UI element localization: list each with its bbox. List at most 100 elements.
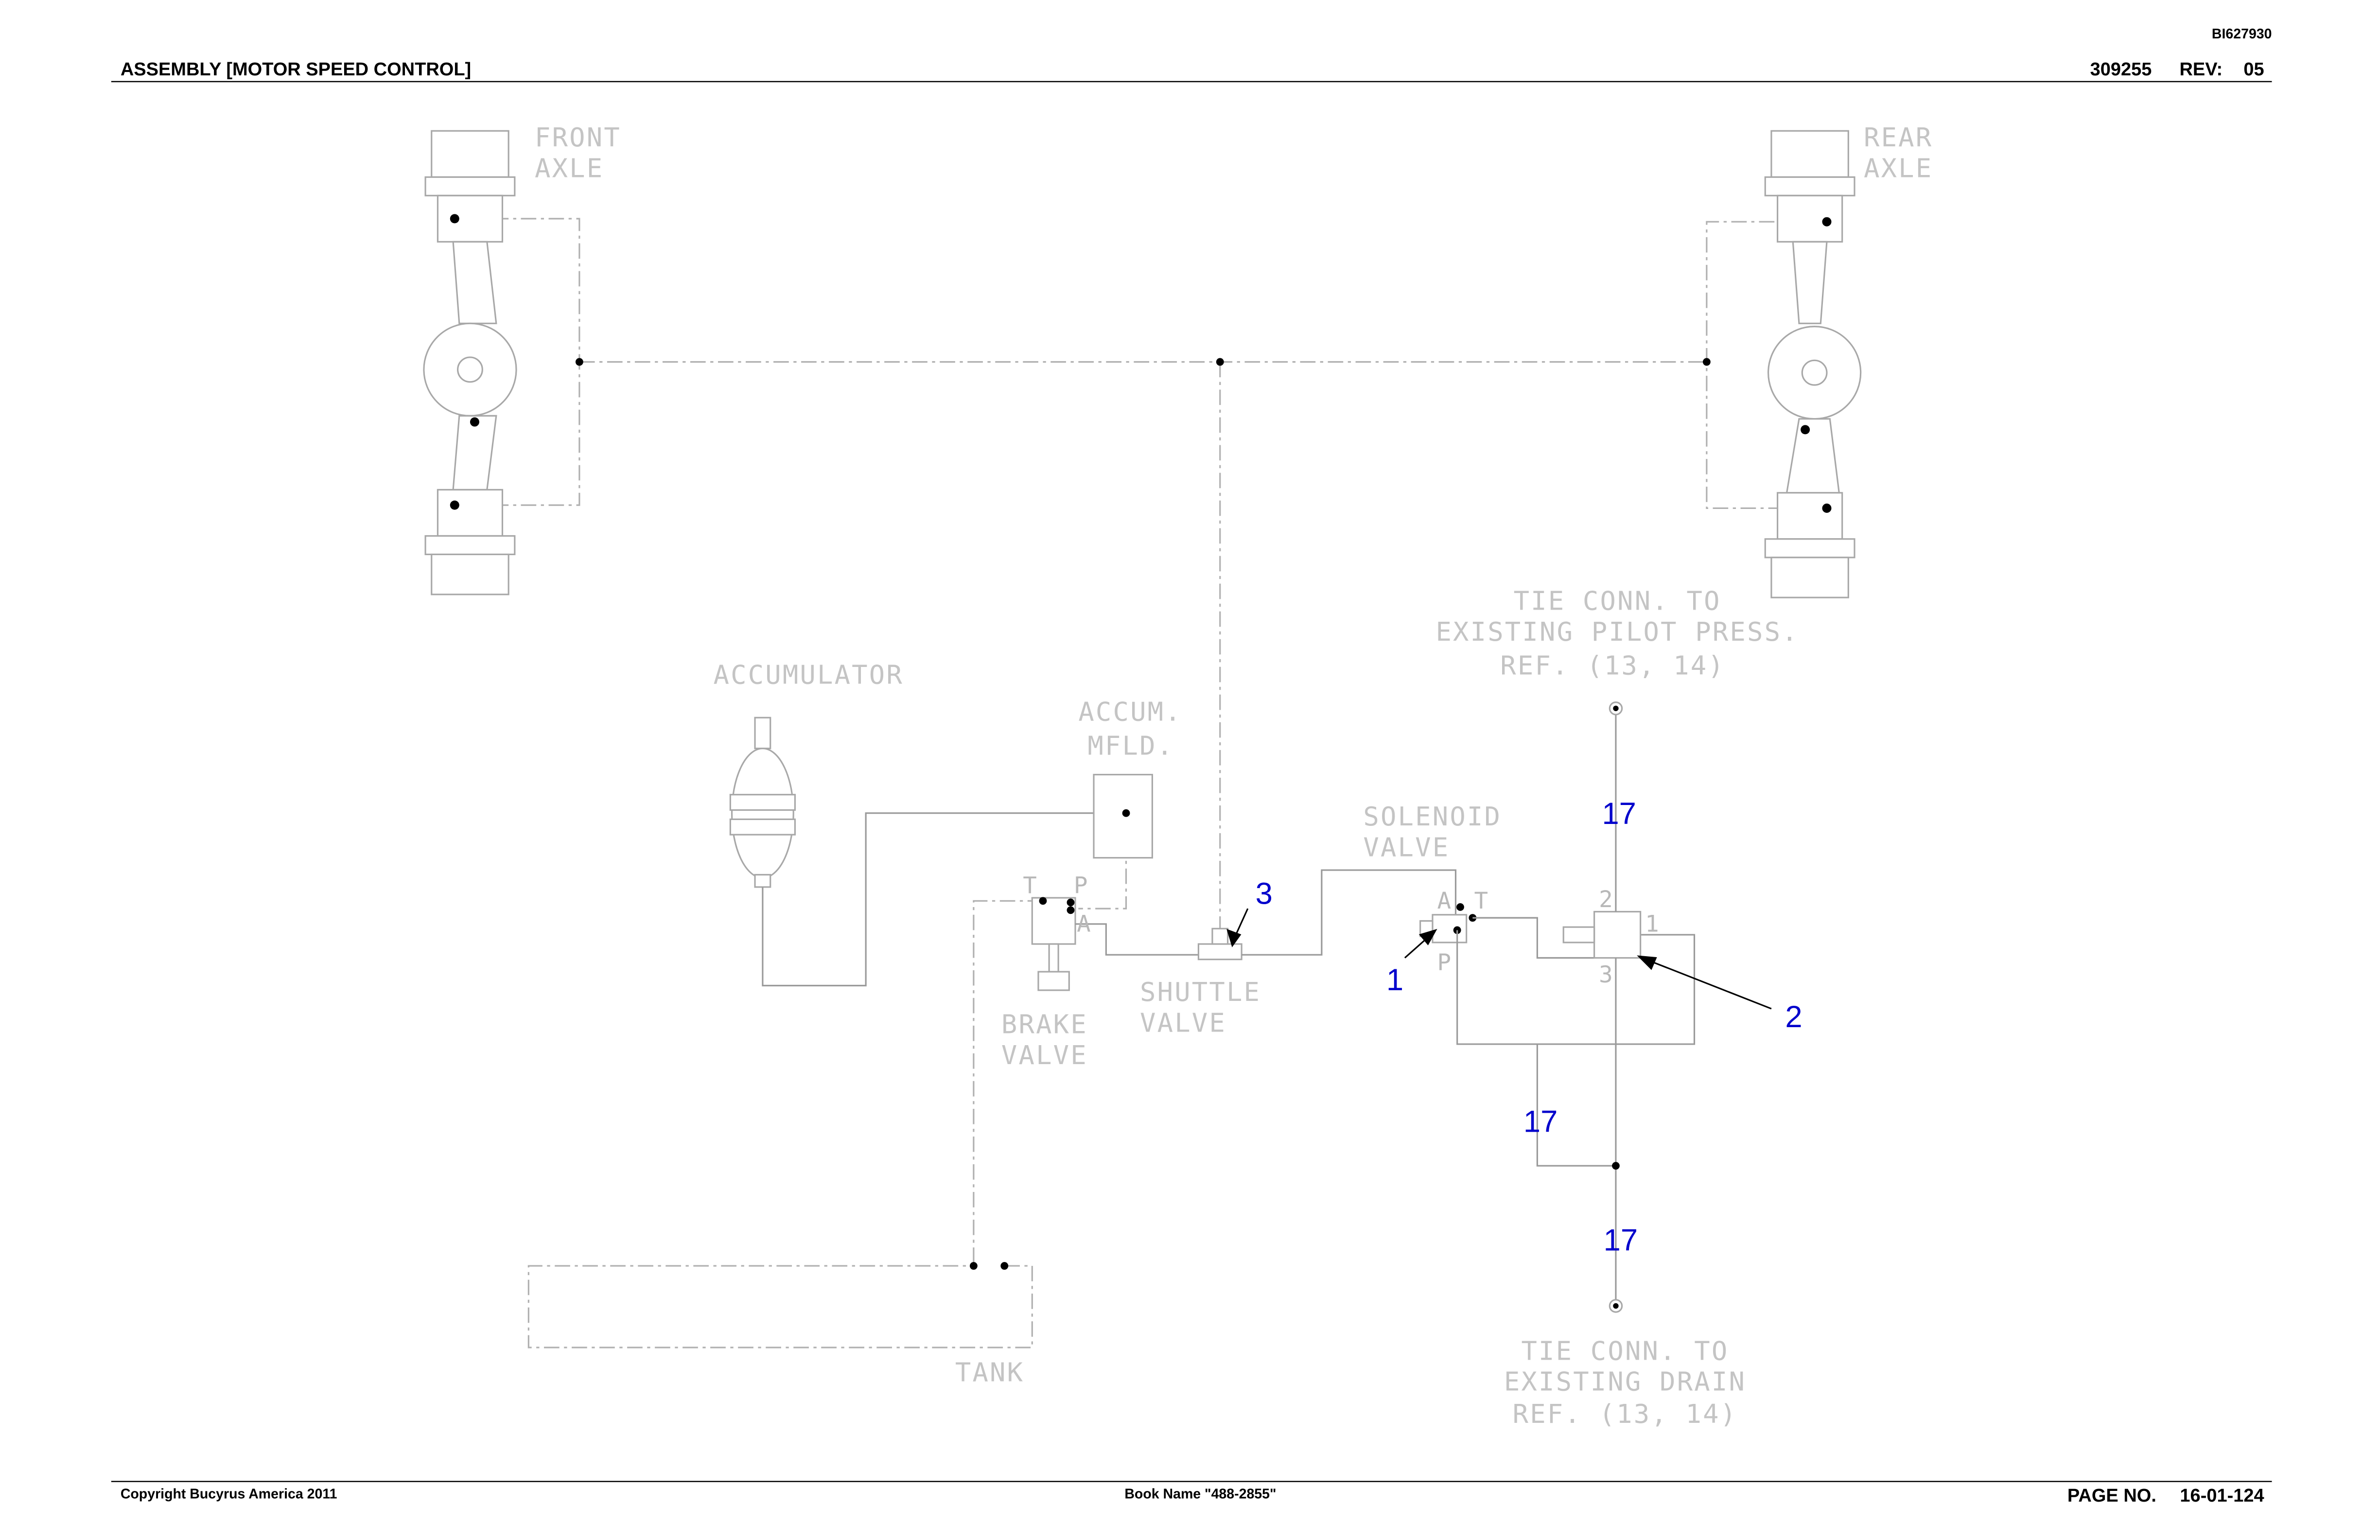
drawing-shape xyxy=(1613,1303,1619,1309)
accumulator xyxy=(729,717,1094,987)
drawing-shape xyxy=(1197,943,1242,961)
book-name: Book Name "488-2855" xyxy=(1124,1486,1276,1502)
brake-valve xyxy=(1031,897,1199,991)
drawing-shape xyxy=(1039,897,1047,905)
accum-manifold xyxy=(1093,773,1153,859)
callout: 17 xyxy=(1602,797,1636,831)
drawing-shape xyxy=(1593,910,1642,959)
callout: 17 xyxy=(1604,1223,1638,1257)
callouts: 17 3 1 2 17 17 xyxy=(1256,797,1802,1258)
drawing-shape xyxy=(731,748,794,879)
junction xyxy=(1702,358,1711,366)
drawing-shape xyxy=(1067,906,1075,914)
drawing-shape xyxy=(450,214,459,224)
junction xyxy=(575,358,583,366)
rev: 05 xyxy=(2243,59,2264,80)
drawing-shape xyxy=(1770,557,1849,598)
drawing-shape xyxy=(729,818,796,836)
drawing-shape xyxy=(1801,359,1828,386)
port-label: T xyxy=(1023,872,1037,899)
label-line: VALVE xyxy=(1140,1008,1226,1038)
rear-axle xyxy=(1764,130,1862,598)
label-line: TIE CONN. TO xyxy=(1514,586,1721,616)
port-label: P xyxy=(1437,949,1451,976)
drawing-shape xyxy=(1075,923,1199,956)
label-line: REF. (13, 14) xyxy=(1500,650,1725,681)
label-line: EXISTING DRAIN xyxy=(1504,1366,1746,1397)
drawing-shape xyxy=(424,535,516,556)
port-label: T xyxy=(1474,888,1488,914)
label-line: TIE CONN. TO xyxy=(1521,1335,1729,1366)
copyright: Copyright Bucyrus America 2011 xyxy=(121,1486,337,1502)
drawing-shape xyxy=(973,900,1043,1266)
drawing-shape xyxy=(457,356,483,383)
port-dot xyxy=(1122,809,1130,817)
port-label: 3 xyxy=(1599,962,1613,988)
drawing-shape xyxy=(1777,194,1843,243)
drawing-shape xyxy=(1536,1044,1616,1167)
drawing-shape xyxy=(1706,221,1802,509)
label-line: TANK xyxy=(955,1357,1024,1388)
label-line: MFLD. xyxy=(1087,730,1174,761)
callout: 3 xyxy=(1256,877,1273,911)
drawing-shape xyxy=(754,874,771,888)
drawing-shape xyxy=(1432,914,1468,944)
callout: 2 xyxy=(1785,1000,1802,1034)
drawing-shape xyxy=(1048,943,1059,973)
label-line: EXISTING PILOT PRESS. xyxy=(1435,616,1799,647)
drawing-shape xyxy=(1792,241,1828,324)
drawing-shape xyxy=(1822,503,1832,513)
drawing-shape xyxy=(452,241,497,324)
leaders xyxy=(1226,908,1772,1010)
page-label: PAGE NO. xyxy=(2067,1486,2156,1506)
drawing-shape xyxy=(452,415,497,491)
part-number: 309255 xyxy=(2090,59,2152,80)
label-line: SOLENOID xyxy=(1363,801,1502,832)
drawing-shape xyxy=(1418,928,1437,945)
drawing-shape xyxy=(470,417,479,427)
drawing-shape xyxy=(1777,492,1843,540)
drawing-shape xyxy=(527,1265,1033,1348)
solenoid-valve xyxy=(1419,903,1696,1045)
drawing-shape xyxy=(1037,971,1070,991)
front-axle xyxy=(423,130,517,595)
page-number: 16-01-124 xyxy=(2180,1486,2264,1506)
tank-port xyxy=(1000,1262,1009,1270)
drawing-shape xyxy=(450,500,459,510)
drawing-shape xyxy=(437,194,504,243)
drawing-shape xyxy=(1226,928,1242,947)
drawing-shape xyxy=(1562,926,1595,944)
callout: 17 xyxy=(1523,1104,1558,1138)
callout: 1 xyxy=(1386,963,1403,997)
label-line: FRONT xyxy=(535,122,621,153)
label-line: VALVE xyxy=(1001,1040,1088,1070)
junction xyxy=(1216,358,1224,366)
ports: T P A A T P 2 1 3 xyxy=(1023,872,1659,988)
doc-id: BI627930 xyxy=(2212,26,2272,42)
drawing-shape xyxy=(1801,425,1810,435)
drawing-shape xyxy=(1637,955,1657,970)
port-label: 2 xyxy=(1599,886,1613,913)
label-line: AXLE xyxy=(1864,153,1933,183)
shuttle-valve xyxy=(1197,869,1457,961)
label-line: VALVE xyxy=(1363,832,1450,862)
labels: FRONT AXLE REAR AXLE ACCUMULATOR ACCUM. … xyxy=(535,122,1933,1429)
drawing-shape xyxy=(1242,869,1457,956)
drawing-shape xyxy=(431,553,509,595)
drawing-shape xyxy=(1211,928,1229,945)
drawing-shape xyxy=(1612,1162,1620,1170)
directional-valve xyxy=(1536,701,1642,1313)
drawing-shape xyxy=(437,489,504,537)
tank-port xyxy=(969,1262,978,1270)
drawing-shape xyxy=(431,130,509,178)
drawing-shape xyxy=(1642,957,1772,1010)
drawing-shape xyxy=(1764,176,1855,196)
drawing-shape xyxy=(1456,930,1696,1045)
drawing-shape xyxy=(1764,538,1855,559)
label-line: ACCUMULATOR xyxy=(714,660,904,690)
drawing-shape xyxy=(1785,418,1840,494)
label-line: AXLE xyxy=(535,153,604,183)
drawing-shape xyxy=(1770,130,1849,178)
rev-label: REV: xyxy=(2179,59,2222,80)
